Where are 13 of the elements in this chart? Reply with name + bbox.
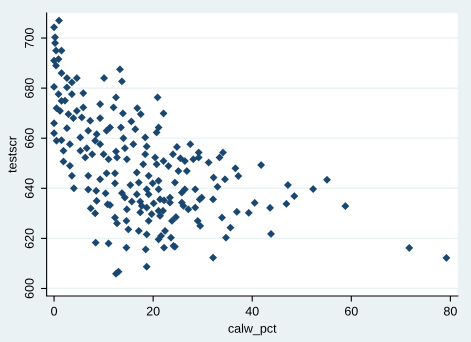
x-tick-label: 60 bbox=[344, 306, 358, 316]
x-tick-label: 0 bbox=[51, 306, 58, 316]
y-tick-label: 640 bbox=[24, 178, 34, 198]
x-axis-title: calw_pct bbox=[228, 324, 276, 336]
y-axis-title: testscr bbox=[8, 136, 17, 173]
y-tick-label: 680 bbox=[24, 78, 34, 98]
x-tick-label: 20 bbox=[146, 306, 160, 316]
x-tick-label: 40 bbox=[246, 306, 259, 316]
y-tick-label: 600 bbox=[24, 278, 34, 298]
y-tick-label: 620 bbox=[24, 228, 34, 248]
x-tick-label: 80 bbox=[444, 306, 457, 316]
y-tick-label: 660 bbox=[24, 128, 34, 148]
y-tick-label: 700 bbox=[24, 28, 34, 48]
